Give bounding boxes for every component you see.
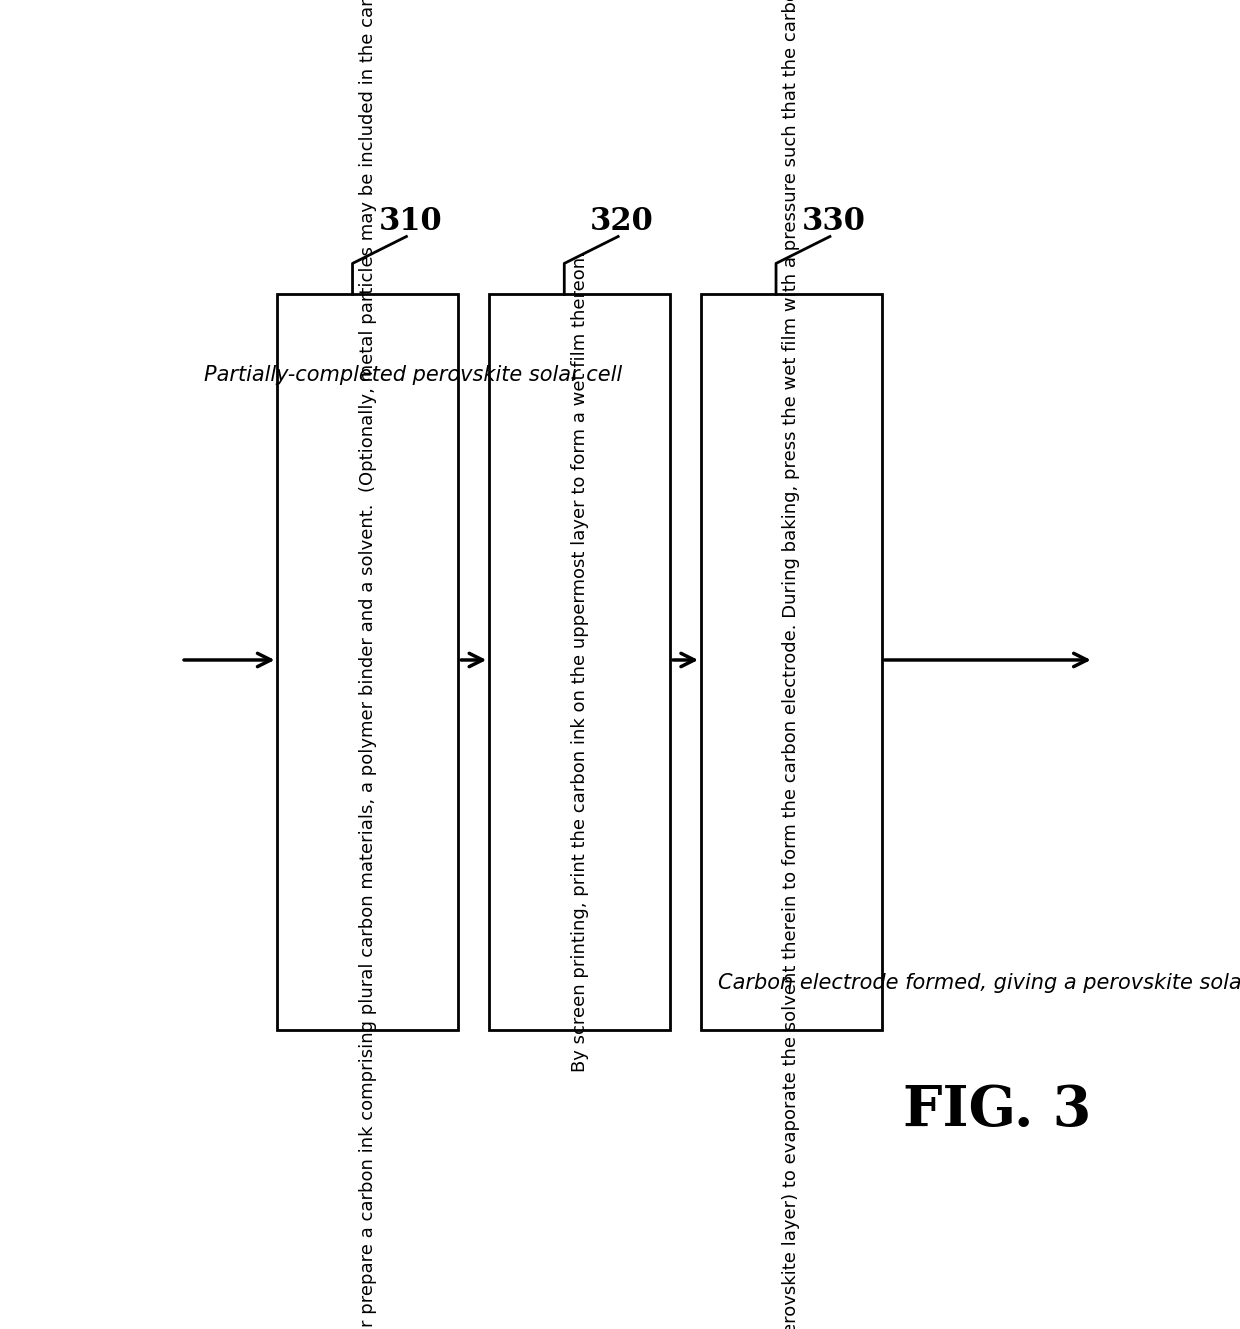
Text: Obtain or prepare a carbon ink comprising plural carbon materials, a polymer bin: Obtain or prepare a carbon ink comprisin… [358, 0, 377, 1329]
Text: Partially-completed perovskite solar cell: Partially-completed perovskite solar cel… [205, 365, 622, 385]
Text: 310: 310 [378, 206, 443, 237]
Text: By screen printing, print the carbon ink on the uppermost layer to form a wet fi: By screen printing, print the carbon ink… [570, 251, 589, 1073]
Bar [701, 294, 882, 1030]
Text: Bake the wet film (baking temperature ≤ 100°C, or alternatively ≤ maximum temper: Bake the wet film (baking temperature ≤ … [782, 0, 801, 1329]
Bar [278, 294, 459, 1030]
Text: Carbon electrode formed, giving a perovskite solar cell: Carbon electrode formed, giving a perovs… [718, 973, 1240, 993]
Text: 320: 320 [590, 206, 653, 237]
Text: 330: 330 [802, 206, 866, 237]
Text: FIG. 3: FIG. 3 [903, 1083, 1091, 1138]
Bar [490, 294, 670, 1030]
